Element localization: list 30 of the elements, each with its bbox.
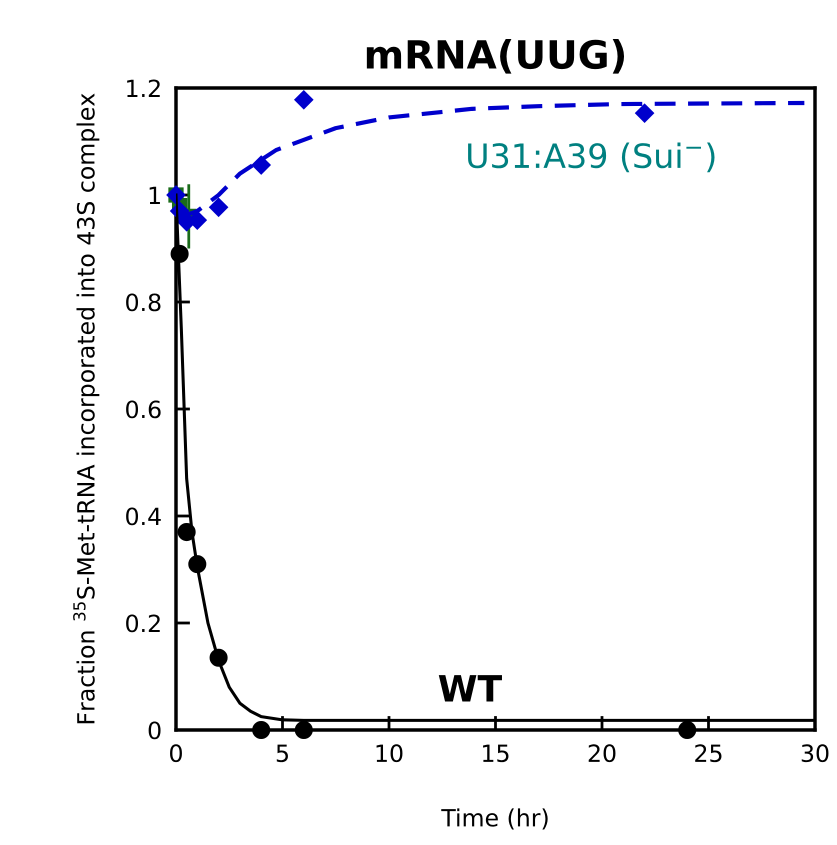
- y-tick-label: 0.4: [126, 507, 161, 526]
- point: [635, 104, 654, 123]
- annotation: U31:A39 (Sui$^{−}$): [468, 142, 715, 172]
- x-tick-label: 30: [802, 744, 828, 762]
- point: [209, 198, 228, 217]
- x-tick-label: 25: [695, 744, 722, 762]
- y-tick-label: 1: [150, 186, 160, 204]
- point: [252, 720, 270, 740]
- x-tick-label: 10: [376, 744, 402, 762]
- x-axis-title: Time (hr): [441, 808, 548, 830]
- y-tick-label: 0.8: [126, 293, 160, 312]
- y-tick-label: 0.6: [126, 400, 161, 418]
- y-axis-title: Fraction $^{35}$S-Met-tRNA incorporated into 43S complex: [73, 93, 100, 724]
- point: [252, 156, 271, 175]
- y-tick-label: 1.2: [127, 79, 160, 97]
- annotation: WT: [438, 675, 502, 702]
- chart-title: mRNA(UUG): [366, 39, 624, 74]
- point: [178, 523, 196, 542]
- point: [188, 555, 206, 574]
- x-tick-label: 20: [588, 744, 616, 762]
- x-tick-label: 0: [170, 744, 182, 762]
- point: [678, 720, 696, 740]
- point: [210, 648, 228, 667]
- y-tick-label: 0: [148, 721, 161, 740]
- point: [294, 720, 313, 740]
- point: [170, 244, 189, 263]
- x-tick-label: 15: [483, 744, 508, 762]
- y-tick-label: 0.2: [126, 614, 160, 632]
- point: [294, 90, 314, 110]
- x-tick-label: 5: [276, 744, 288, 762]
